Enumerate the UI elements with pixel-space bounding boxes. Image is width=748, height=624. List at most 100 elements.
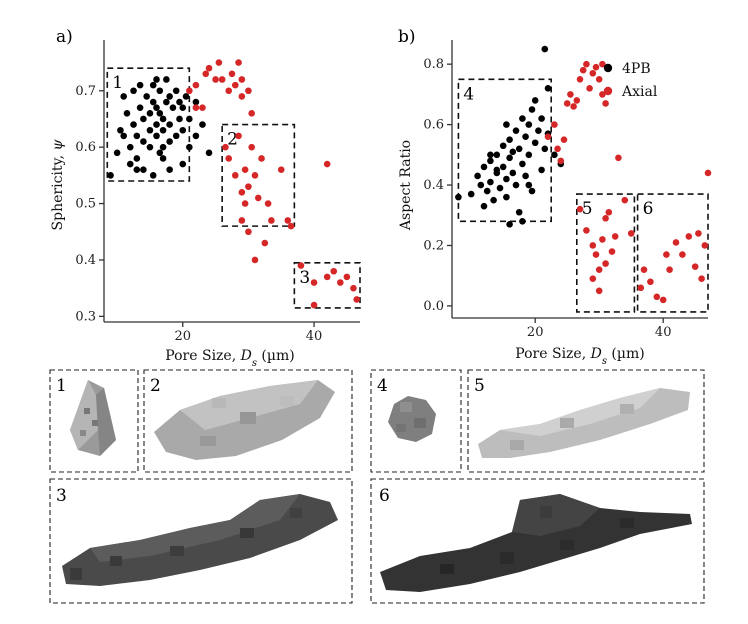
point-axial — [261, 239, 269, 247]
region-label-1: 1 — [112, 73, 123, 93]
region-box-1 — [106, 67, 191, 182]
region-label-6: 6 — [643, 199, 654, 219]
point-4pb — [551, 151, 558, 159]
point-4pb — [531, 97, 539, 104]
point-4pb — [133, 132, 141, 140]
point-axial — [576, 75, 584, 83]
point-4pb — [541, 145, 549, 153]
point-4pb — [159, 115, 167, 123]
point-4pb — [153, 132, 160, 140]
point-axial — [186, 87, 193, 95]
point-4pb — [525, 121, 533, 128]
pore-shape-6 — [380, 494, 692, 592]
point-4pb — [182, 93, 190, 100]
point-axial — [222, 143, 229, 151]
point-axial — [245, 183, 252, 190]
point-4pb — [192, 98, 200, 106]
point-4pb — [519, 218, 526, 225]
point-axial — [254, 194, 262, 202]
pore-shape-5 — [478, 388, 690, 458]
point-4pb — [130, 121, 137, 128]
point-axial — [560, 136, 568, 144]
point-4pb — [179, 104, 187, 111]
point-axial — [238, 217, 246, 224]
point-4pb — [156, 110, 164, 117]
pore-renders: 1 2 3 — [49, 369, 705, 604]
point-4pb — [496, 184, 504, 192]
point-axial — [245, 87, 252, 95]
legend-label-axial: Axial — [621, 84, 658, 100]
point-4pb — [512, 181, 520, 189]
point-4pb — [477, 181, 485, 189]
point-4pb — [126, 160, 134, 168]
point-axial — [277, 166, 285, 174]
point-4pb — [493, 151, 501, 159]
point-axial — [231, 172, 239, 179]
point-4pb — [166, 93, 173, 100]
x-tick-label: 40 — [655, 325, 672, 340]
point-4pb — [487, 178, 494, 186]
point-axial — [583, 227, 590, 234]
point-4pb — [503, 121, 510, 128]
point-4pb — [136, 104, 144, 111]
point-axial — [691, 263, 699, 270]
region-label-3: 3 — [299, 268, 310, 288]
point-axial — [701, 242, 709, 249]
point-axial — [589, 275, 597, 283]
point-axial — [573, 97, 581, 104]
point-4pb — [522, 133, 529, 140]
point-axial — [592, 63, 600, 71]
point-4pb — [166, 138, 173, 145]
point-4pb — [156, 149, 164, 157]
point-axial — [238, 76, 246, 83]
point-axial — [258, 155, 265, 162]
point-4pb — [186, 115, 193, 123]
y-tick-label: 0.5 — [75, 197, 96, 212]
point-4pb — [544, 85, 552, 92]
render-label-4: 4 — [377, 376, 388, 396]
point-4pb — [186, 143, 193, 151]
legend-marker-axial — [603, 86, 613, 96]
point-axial — [659, 296, 667, 304]
y-tick-label: 0.0 — [423, 299, 444, 314]
point-axial — [695, 230, 702, 237]
point-axial — [611, 233, 619, 240]
render-label-3: 3 — [56, 486, 67, 506]
point-4pb — [153, 76, 160, 83]
point-axial — [241, 200, 249, 207]
region-box-3 — [293, 261, 361, 309]
y-tick-label: 0.4 — [423, 178, 444, 193]
point-axial — [567, 91, 574, 98]
point-axial — [241, 166, 249, 174]
point-axial — [310, 279, 318, 286]
point-axial — [225, 87, 233, 95]
point-4pb — [123, 110, 131, 117]
point-4pb — [205, 149, 213, 157]
point-4pb — [503, 193, 510, 201]
point-axial — [199, 104, 206, 111]
y-tick-label: 0.3 — [75, 309, 96, 324]
point-axial — [627, 230, 635, 237]
point-axial — [605, 208, 613, 216]
point-4pb — [166, 121, 173, 128]
point-4pb — [163, 76, 170, 83]
point-axial — [704, 169, 712, 177]
point-4pb — [506, 154, 513, 162]
render-box-2: 2 — [143, 369, 353, 473]
point-4pb — [156, 87, 164, 95]
point-4pb — [528, 187, 536, 195]
point-4pb — [509, 148, 517, 156]
point-4pb — [113, 149, 121, 157]
point-4pb — [133, 155, 141, 162]
chart-a-regions: 1 2 3 — [106, 67, 361, 309]
chart-a-ylabel: Sphericity, ψ — [50, 139, 66, 231]
chart-b-regions: 4 5 6 — [457, 78, 709, 313]
point-axial — [602, 260, 609, 267]
point-4pb — [535, 127, 542, 134]
render-label-6: 6 — [379, 486, 390, 506]
point-axial — [248, 143, 255, 151]
point-4pb — [153, 121, 160, 128]
point-axial — [235, 132, 242, 140]
point-4pb — [140, 166, 147, 174]
point-axial — [343, 273, 351, 281]
